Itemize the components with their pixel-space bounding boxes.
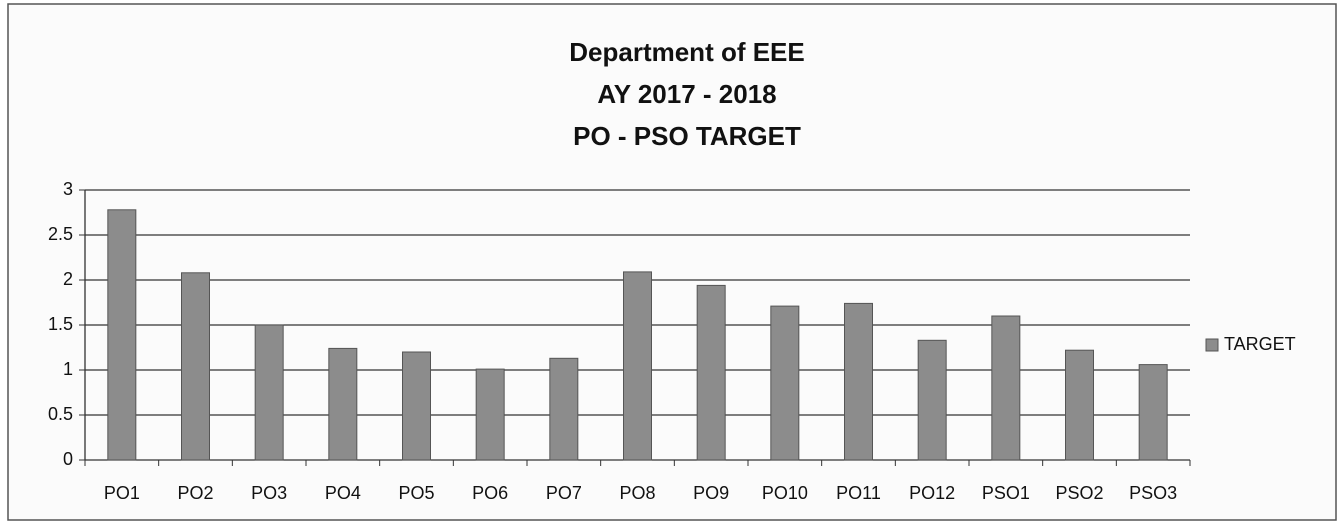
- x-tick-label: PO11: [836, 483, 881, 503]
- chart-title: Department of EEE: [569, 37, 805, 67]
- bar: [1065, 349, 1094, 461]
- chart-title: PO - PSO TARGET: [573, 121, 801, 151]
- bar: [844, 302, 873, 461]
- y-tick-label: 0: [63, 449, 73, 469]
- bar: [181, 272, 210, 461]
- x-tick-label: PO10: [762, 483, 808, 503]
- x-tick-label: PO2: [177, 483, 213, 503]
- x-tick-label: PO3: [251, 483, 287, 503]
- bar: [770, 305, 800, 461]
- bar: [623, 271, 652, 461]
- bar: [549, 357, 579, 461]
- chart-frame: [7, 3, 1337, 521]
- y-tick-label: 1: [63, 359, 73, 379]
- bar: [917, 339, 947, 461]
- bar: [475, 368, 505, 461]
- x-tick-label: PO12: [909, 483, 955, 503]
- x-tick-label: PO6: [472, 483, 508, 503]
- bar: [328, 347, 358, 461]
- x-tick-label: PSO1: [982, 483, 1030, 503]
- bar: [1138, 364, 1168, 461]
- x-tick-label: PSO3: [1129, 483, 1177, 503]
- y-tick-label: 1.5: [48, 314, 73, 334]
- x-tick-label: PO7: [546, 483, 582, 503]
- x-tick-label: PO8: [619, 483, 655, 503]
- bar: [254, 324, 284, 461]
- y-tick-label: 0.5: [48, 404, 73, 424]
- x-tick-label: PSO2: [1055, 483, 1103, 503]
- bar: [696, 284, 726, 461]
- x-tick-label: PO1: [104, 483, 140, 503]
- bar: [107, 209, 137, 461]
- y-tick-label: 2: [63, 269, 73, 289]
- y-tick-label: 2.5: [48, 224, 73, 244]
- bar: [991, 315, 1021, 461]
- y-tick-label: 3: [63, 179, 73, 199]
- x-tick-label: PO5: [398, 483, 434, 503]
- bar: [402, 351, 431, 461]
- legend-label: TARGET: [1224, 334, 1296, 354]
- legend-swatch: [1205, 338, 1219, 352]
- x-tick-label: PO9: [693, 483, 729, 503]
- x-tick-label: PO4: [325, 483, 361, 503]
- chart-title: AY 2017 - 2018: [597, 79, 776, 109]
